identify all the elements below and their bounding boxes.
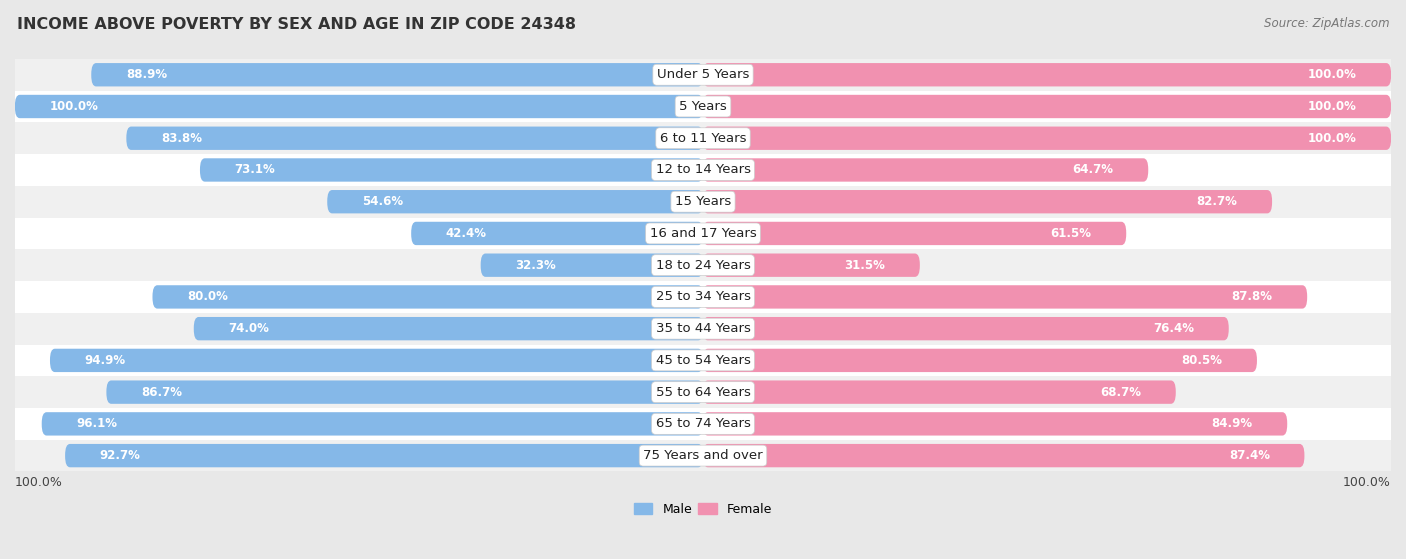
FancyBboxPatch shape [152,285,703,309]
Text: 74.0%: 74.0% [228,322,269,335]
Text: 73.1%: 73.1% [235,163,276,177]
Text: 61.5%: 61.5% [1050,227,1091,240]
FancyBboxPatch shape [0,217,1406,249]
FancyBboxPatch shape [127,126,703,150]
FancyBboxPatch shape [0,91,1406,122]
FancyBboxPatch shape [703,444,1305,467]
Text: 35 to 44 Years: 35 to 44 Years [655,322,751,335]
Text: 100.0%: 100.0% [1308,132,1357,145]
Text: 16 and 17 Years: 16 and 17 Years [650,227,756,240]
Text: 80.5%: 80.5% [1181,354,1222,367]
FancyBboxPatch shape [0,154,1406,186]
FancyBboxPatch shape [703,381,1175,404]
Text: 31.5%: 31.5% [845,259,886,272]
FancyBboxPatch shape [0,249,1406,281]
FancyBboxPatch shape [0,59,1406,91]
Text: 100.0%: 100.0% [1308,100,1357,113]
Text: 5 Years: 5 Years [679,100,727,113]
Text: 94.9%: 94.9% [84,354,125,367]
Text: 100.0%: 100.0% [1343,476,1391,489]
Text: Under 5 Years: Under 5 Years [657,68,749,81]
Legend: Male, Female: Male, Female [628,498,778,520]
FancyBboxPatch shape [0,281,1406,313]
Text: 80.0%: 80.0% [187,291,228,304]
FancyBboxPatch shape [0,122,1406,154]
Text: 15 Years: 15 Years [675,195,731,208]
FancyBboxPatch shape [703,253,920,277]
FancyBboxPatch shape [0,313,1406,344]
FancyBboxPatch shape [703,285,1308,309]
FancyBboxPatch shape [0,186,1406,217]
FancyBboxPatch shape [15,95,703,118]
FancyBboxPatch shape [0,344,1406,376]
Text: 45 to 54 Years: 45 to 54 Years [655,354,751,367]
Text: 75 Years and over: 75 Years and over [643,449,763,462]
FancyBboxPatch shape [194,317,703,340]
FancyBboxPatch shape [703,63,1391,87]
Text: 92.7%: 92.7% [100,449,141,462]
Text: 84.9%: 84.9% [1212,418,1253,430]
Text: 55 to 64 Years: 55 to 64 Years [655,386,751,399]
Text: 32.3%: 32.3% [515,259,555,272]
Text: 83.8%: 83.8% [160,132,202,145]
FancyBboxPatch shape [0,440,1406,471]
FancyBboxPatch shape [107,381,703,404]
FancyBboxPatch shape [91,63,703,87]
FancyBboxPatch shape [703,190,1272,214]
FancyBboxPatch shape [703,158,1149,182]
Text: 68.7%: 68.7% [1101,386,1142,399]
FancyBboxPatch shape [0,408,1406,440]
FancyBboxPatch shape [411,222,703,245]
Text: 64.7%: 64.7% [1073,163,1114,177]
FancyBboxPatch shape [703,126,1391,150]
Text: 12 to 14 Years: 12 to 14 Years [655,163,751,177]
Text: 88.9%: 88.9% [125,68,167,81]
Text: 18 to 24 Years: 18 to 24 Years [655,259,751,272]
Text: 65 to 74 Years: 65 to 74 Years [655,418,751,430]
Text: 86.7%: 86.7% [141,386,181,399]
FancyBboxPatch shape [65,444,703,467]
Text: 54.6%: 54.6% [361,195,404,208]
FancyBboxPatch shape [703,349,1257,372]
Text: 100.0%: 100.0% [1308,68,1357,81]
Text: 6 to 11 Years: 6 to 11 Years [659,132,747,145]
FancyBboxPatch shape [200,158,703,182]
FancyBboxPatch shape [703,222,1126,245]
Text: Source: ZipAtlas.com: Source: ZipAtlas.com [1264,17,1389,30]
Text: 87.8%: 87.8% [1232,291,1272,304]
FancyBboxPatch shape [51,349,703,372]
FancyBboxPatch shape [703,95,1391,118]
Text: 87.4%: 87.4% [1229,449,1270,462]
Text: INCOME ABOVE POVERTY BY SEX AND AGE IN ZIP CODE 24348: INCOME ABOVE POVERTY BY SEX AND AGE IN Z… [17,17,576,32]
FancyBboxPatch shape [481,253,703,277]
Text: 76.4%: 76.4% [1153,322,1194,335]
FancyBboxPatch shape [328,190,703,214]
FancyBboxPatch shape [703,317,1229,340]
Text: 100.0%: 100.0% [15,476,63,489]
Text: 25 to 34 Years: 25 to 34 Years [655,291,751,304]
Text: 82.7%: 82.7% [1197,195,1237,208]
Text: 100.0%: 100.0% [49,100,98,113]
Text: 96.1%: 96.1% [76,418,117,430]
Text: 42.4%: 42.4% [446,227,486,240]
FancyBboxPatch shape [42,412,703,435]
FancyBboxPatch shape [0,376,1406,408]
FancyBboxPatch shape [703,412,1288,435]
